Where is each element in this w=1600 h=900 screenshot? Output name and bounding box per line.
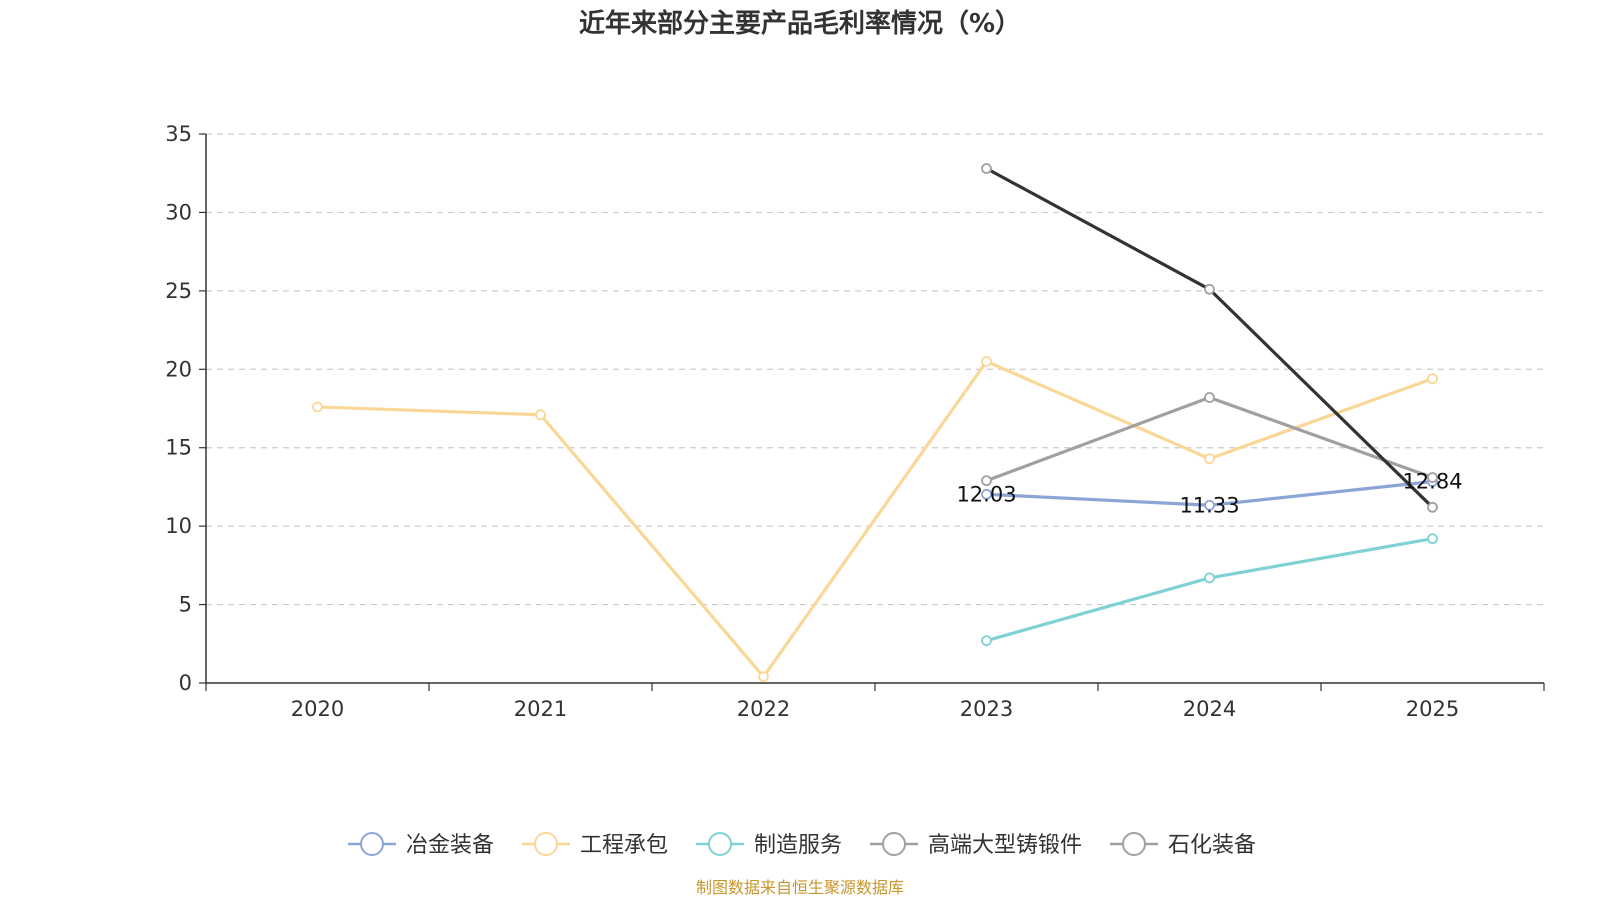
- data-point[interactable]: [1204, 392, 1215, 403]
- data-label: 12.84: [1402, 470, 1462, 494]
- legend-item-3[interactable]: 高端大型铸锻件: [870, 832, 1082, 858]
- data-point[interactable]: [312, 401, 323, 413]
- series-line: [315, 359, 1435, 679]
- y-tick-label: 25: [165, 279, 192, 303]
- data-label: 12.03: [956, 482, 1016, 506]
- data-point[interactable]: [1427, 472, 1438, 483]
- y-tick-label: 10: [165, 514, 192, 538]
- y-tick-label: 35: [165, 122, 192, 146]
- x-tick-label: 2021: [514, 697, 567, 721]
- series-lines: [312, 163, 1438, 683]
- series-2: [981, 533, 1438, 647]
- data-point[interactable]: [1427, 533, 1438, 545]
- series-line: [984, 395, 1435, 483]
- series-1: [312, 356, 1438, 683]
- y-tick-label: 5: [179, 593, 192, 617]
- y-tick-label: 30: [165, 200, 192, 224]
- legend-item-0[interactable]: 冶金装备: [348, 832, 494, 858]
- legend-label: 石化装备: [1168, 833, 1256, 858]
- x-tick-label: 2020: [291, 697, 344, 721]
- y-tick-label: 15: [165, 436, 192, 460]
- x-tick-label: 2022: [737, 697, 790, 721]
- series-4: [981, 163, 1438, 513]
- data-point[interactable]: [981, 163, 992, 174]
- legend-label: 工程承包: [580, 833, 668, 858]
- chart-title: 近年来部分主要产品毛利率情况（%）: [579, 8, 1021, 39]
- legend-marker: [882, 832, 906, 856]
- data-point[interactable]: [1204, 453, 1215, 465]
- legend[interactable]: 冶金装备 工程承包 制造服务 高端大型铸锻件 石化装备: [348, 832, 1256, 858]
- x-tick-label: 2024: [1183, 697, 1236, 721]
- gridlines: [206, 133, 1544, 606]
- legend-label: 高端大型铸锻件: [928, 833, 1082, 858]
- legend-item-2[interactable]: 制造服务: [696, 832, 842, 858]
- series-3: [981, 392, 1438, 487]
- source-note: 制图数据来自恒生聚源数据库: [696, 878, 904, 897]
- x-tick-label: 2025: [1406, 697, 1459, 721]
- legend-item-4[interactable]: 石化装备: [1110, 832, 1256, 858]
- data-point[interactable]: [1427, 373, 1438, 385]
- data-point[interactable]: [981, 475, 992, 487]
- data-point[interactable]: [1204, 283, 1215, 295]
- data-point[interactable]: [535, 409, 546, 421]
- data-point[interactable]: [1427, 501, 1438, 513]
- legend-label: 制造服务: [754, 833, 842, 858]
- data-label: 11.33: [1179, 493, 1239, 517]
- data-point[interactable]: [1204, 572, 1215, 584]
- legend-marker: [360, 832, 384, 856]
- data-point[interactable]: [981, 635, 992, 647]
- data-point[interactable]: [1204, 499, 1215, 511]
- series-line: [984, 537, 1435, 643]
- legend-marker: [708, 832, 732, 856]
- data-point[interactable]: [758, 671, 769, 683]
- legend-item-1[interactable]: 工程承包: [522, 832, 668, 858]
- data-point[interactable]: [981, 356, 992, 367]
- y-tick-label: 20: [165, 357, 192, 381]
- legend-label: 冶金装备: [406, 833, 494, 858]
- data-labels: 12.03 11.33 12.84: [956, 470, 1462, 518]
- legend-marker: [1122, 832, 1146, 856]
- data-point[interactable]: [981, 488, 992, 500]
- y-tick-label: 0: [179, 671, 192, 695]
- x-tick-label: 2023: [960, 697, 1013, 721]
- legend-marker: [534, 832, 558, 856]
